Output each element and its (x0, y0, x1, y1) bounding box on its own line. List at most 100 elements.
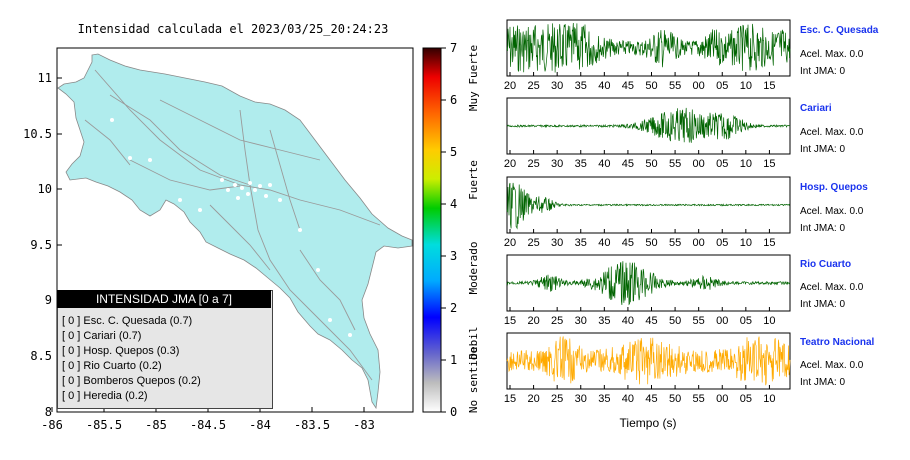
station-accel: Acel. Max. 0.0 (800, 206, 864, 217)
station-accel: Acel. Max. 0.0 (800, 49, 864, 60)
time-tick-label: 15 (763, 237, 775, 249)
time-tick-label: 20 (527, 393, 539, 405)
station-markers (110, 118, 352, 337)
station-name: Esc. C. Quesada (800, 25, 879, 36)
colorbar-ticks (441, 47, 446, 413)
y-tick-label: 11 (37, 71, 52, 85)
colorbar-tick: 0 (450, 405, 458, 419)
time-tick-label: 40 (598, 158, 610, 170)
seismogram-trace (506, 336, 791, 386)
time-tick-label: 20 (527, 315, 539, 327)
x-tick-label: -84 (249, 418, 271, 432)
x-tick-label: -83.5 (293, 418, 331, 432)
time-tick-label: 25 (551, 393, 563, 405)
time-tick-label: 10 (740, 237, 752, 249)
colorbar-labels: Muy Fuerte Fuerte Moderado Debil No sent… (467, 45, 480, 413)
station-accel: Acel. Max. 0.0 (800, 282, 864, 293)
time-tick-label: 00 (716, 315, 728, 327)
time-tick-label: 50 (645, 80, 657, 92)
map-title: Intensidad calculada el 2023/03/25_20:24… (77, 22, 389, 36)
time-tick-label: 45 (645, 393, 657, 405)
seismogram-frame (506, 254, 791, 312)
time-tick-label: 10 (740, 158, 752, 170)
time-tick-label: 50 (669, 315, 681, 327)
time-tick-label: 10 (763, 393, 775, 405)
time-tick-label: 45 (622, 80, 634, 92)
time-tick-label: 05 (740, 315, 752, 327)
time-tick-label: 30 (575, 315, 587, 327)
time-tick-label: 35 (575, 80, 587, 92)
time-tick-label: 15 (763, 158, 775, 170)
time-tick-label: 45 (645, 315, 657, 327)
time-tick-label: 50 (669, 393, 681, 405)
legend-row: [ 0 ] Heredia (0.2) (62, 390, 148, 402)
time-tick-label: 30 (551, 158, 563, 170)
time-tick-label: 05 (740, 393, 752, 405)
station-jma: Int JMA: 0 (800, 299, 846, 310)
time-tick-label: 00 (693, 80, 705, 92)
time-tick-label: 20 (504, 158, 516, 170)
time-tick-label: 00 (693, 237, 705, 249)
x-tick-label: -84.5 (189, 418, 227, 432)
time-tick-label: 55 (669, 158, 681, 170)
time-tick-label: 05 (716, 237, 728, 249)
colorbar-tick: 3 (450, 249, 458, 263)
seismogram-trace (506, 22, 791, 73)
time-tick-label: 35 (575, 237, 587, 249)
station-name: Rio Cuarto (800, 259, 852, 270)
time-tick-label: 35 (575, 158, 587, 170)
time-tick-label: 55 (669, 80, 681, 92)
colorbar-tick: 1 (450, 353, 458, 367)
time-tick-label: 40 (598, 80, 610, 92)
time-tick-label: 15 (504, 393, 516, 405)
time-tick-label: 30 (575, 393, 587, 405)
colorbar-label-muy-fuerte: Muy Fuerte (467, 45, 480, 111)
time-tick-label: 25 (527, 158, 539, 170)
time-tick-label: 50 (645, 158, 657, 170)
time-tick-label: 10 (740, 80, 752, 92)
time-tick-label: 35 (598, 315, 610, 327)
x-tick-label: -85.5 (85, 418, 123, 432)
station-name: Teatro Nacional (800, 337, 875, 348)
time-tick-label: 35 (598, 393, 610, 405)
time-tick-label: 50 (645, 237, 657, 249)
road-network (84, 69, 381, 381)
station-jma: Int JMA: 0 (800, 66, 846, 77)
legend-row: [ 0 ] Rio Cuarto (0.2) (62, 360, 162, 372)
colorbar-label-debil: Debil (467, 326, 480, 359)
station-accel: Acel. Max. 0.0 (800, 360, 864, 371)
seismogram-trace (506, 107, 791, 143)
y-tick-label: 10.5 (23, 127, 52, 141)
time-tick-label: 15 (763, 80, 775, 92)
time-tick-label: 55 (693, 393, 705, 405)
legend-row: [ 0 ] Hosp. Quepos (0.3) (62, 345, 180, 357)
time-tick-label: 20 (504, 237, 516, 249)
y-tick-label: 8 (44, 405, 52, 419)
time-tick-label: 40 (622, 315, 634, 327)
time-tick-label: 40 (598, 237, 610, 249)
y-tick-label: 10 (37, 182, 52, 196)
colorbar-tick: 7 (450, 41, 458, 55)
seismogram-trace (506, 182, 791, 230)
time-tick-label: 15 (504, 315, 516, 327)
time-tick-label: 20 (504, 80, 516, 92)
station-name: Hosp. Quepos (800, 182, 868, 193)
colorbar-label-moderado: Moderado (467, 242, 480, 295)
time-tick-label: 30 (551, 237, 563, 249)
time-tick-label: 25 (527, 80, 539, 92)
time-tick-label: 00 (716, 393, 728, 405)
time-tick-label: 05 (716, 158, 728, 170)
legend-header: INTENSIDAD JMA [0 a 7] (57, 290, 271, 308)
station-jma: Int JMA: 0 (800, 377, 846, 388)
legend-row: [ 0 ] Esc. C. Quesada (0.7) (62, 315, 193, 327)
time-tick-label: 45 (622, 237, 634, 249)
colorbar-label-no-sentido: No sentido (467, 347, 480, 413)
seismogram-trace (506, 261, 791, 306)
y-tick-label: 9 (44, 293, 52, 307)
time-tick-label: 05 (716, 80, 728, 92)
station-jma: Int JMA: 0 (800, 144, 846, 155)
time-tick-label: 10 (763, 315, 775, 327)
time-tick-label: 55 (669, 237, 681, 249)
station-jma: Int JMA: 0 (800, 223, 846, 234)
